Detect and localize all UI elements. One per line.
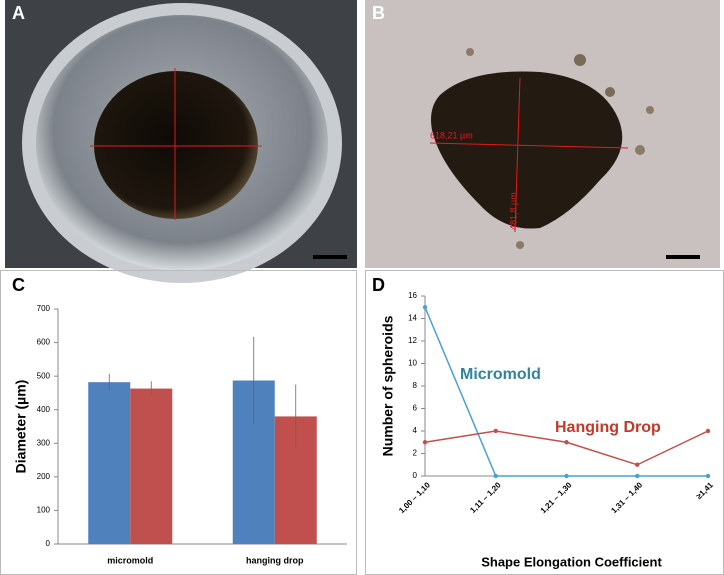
y-tick-label: 200 [37, 472, 51, 481]
y-tick-label: 2 [413, 449, 418, 458]
point [422, 440, 428, 445]
series-label: Micromold [460, 366, 541, 383]
y-tick-label: 8 [413, 381, 418, 390]
y-tick-label: 400 [37, 405, 51, 414]
point [705, 428, 711, 434]
image-b: 618,21 µm 481,8 µm [365, 0, 720, 268]
y-tick-label: 300 [37, 438, 51, 447]
measurement-label: 618,21 µm [430, 130, 473, 140]
x-tick-label: 1,21 – 1,30 [539, 480, 574, 515]
x-tick-label: 1,00 – 1,10 [397, 480, 432, 515]
image-a [5, 0, 357, 283]
y-axis-title: Diameter (µm) [13, 380, 29, 474]
point [422, 305, 428, 310]
point [705, 473, 711, 479]
y-tick-label: 14 [408, 314, 417, 323]
y-tick-label: 4 [413, 426, 418, 435]
y-tick-label: 700 [37, 304, 51, 313]
bar [130, 388, 173, 544]
x-axis-title: Shape Elongation Coefficient [481, 554, 662, 569]
x-tick-label: 1,11 – 1,20 [468, 480, 503, 515]
x-tick-label: ≥1,41 [694, 480, 715, 501]
x-tick-label: hanging drop [246, 555, 304, 565]
y-axis-title: Number of spheroids [380, 315, 396, 456]
y-tick-label: 600 [37, 338, 51, 347]
panel-letter: C [12, 275, 25, 295]
y-tick-label: 500 [37, 371, 51, 380]
point [635, 462, 640, 467]
panel-letter: D [372, 275, 385, 295]
point [564, 473, 569, 479]
y-tick-label: 10 [408, 359, 417, 368]
panel-letter: B [372, 3, 385, 23]
y-tick-label: 100 [37, 506, 51, 515]
point [493, 428, 498, 434]
bar [88, 382, 131, 544]
x-tick-label: 1,31 – 1,40 [609, 480, 644, 515]
y-tick-label: 0 [413, 471, 418, 480]
x-tick-label: micromold [107, 555, 153, 565]
series-label: Hanging Drop [555, 419, 661, 436]
y-tick-label: 0 [46, 539, 51, 548]
y-tick-label: 6 [413, 404, 418, 413]
point [635, 473, 640, 479]
panel-frame [365, 270, 724, 575]
point [493, 473, 498, 479]
y-tick-label: 12 [408, 336, 417, 345]
point [564, 440, 569, 445]
y-tick-label: 16 [408, 291, 417, 300]
measurement-label: 481,8 µm [508, 192, 518, 230]
panel-letter: A [12, 3, 25, 23]
